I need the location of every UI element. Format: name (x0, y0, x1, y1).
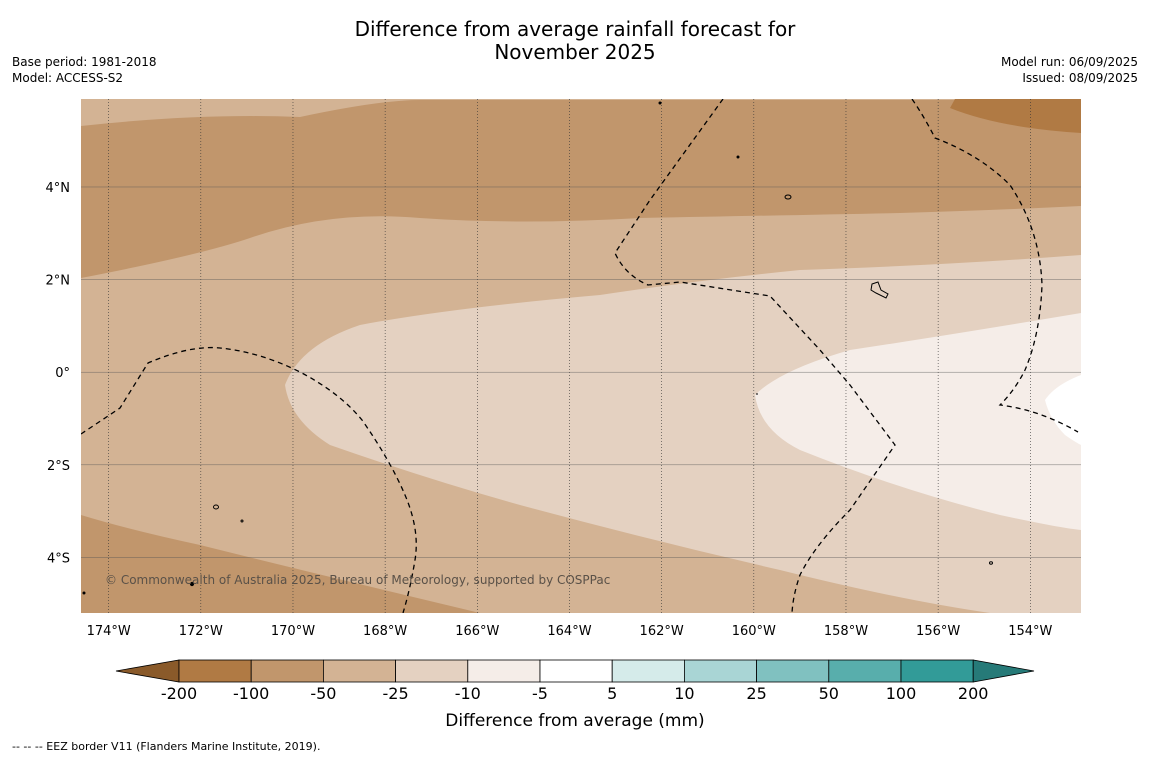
colorbar-bin (178, 659, 252, 683)
base-period-text: Base period: 1981-2018 (12, 55, 157, 69)
longitude-tick-label: 164°W (547, 624, 591, 639)
colorbar-tick-label: 100 (886, 684, 917, 703)
colorbar-bin (756, 659, 830, 683)
island (189, 581, 195, 587)
colorbar-bin (684, 659, 758, 683)
islands (82, 101, 993, 595)
anomaly-band-neutral (1045, 375, 1081, 445)
island (213, 504, 219, 510)
colorbar-tick-label: -100 (233, 684, 269, 703)
colorbar-tick-label: -10 (455, 684, 481, 703)
colorbar-tick-label: 25 (746, 684, 766, 703)
colorbar-bin (395, 659, 469, 683)
colorbar-tick-label: -25 (383, 684, 409, 703)
colorbar-tick-label: -50 (310, 684, 336, 703)
longitude-tick-label: 170°W (271, 624, 315, 639)
copyright-notice: © Commonwealth of Australia 2025, Bureau… (105, 573, 610, 587)
anomaly-band-minus-200 (950, 99, 1081, 133)
island (82, 591, 86, 595)
anomaly-band-minus-25 (285, 255, 1081, 613)
eez-border-footnote: -- -- -- EEZ border V11 (Flanders Marine… (12, 740, 321, 753)
colorbar-tick-label: -5 (532, 684, 548, 703)
longitude-tick-label: 162°W (640, 624, 684, 639)
model-text: Model: ACCESS-S2 (12, 71, 124, 85)
colorbar-bin (322, 659, 396, 683)
anomaly-band-minus-10 (755, 313, 1081, 530)
figure-title-line-1: Difference from average rainfall forecas… (354, 17, 796, 41)
longitude-tick-labels: 174°W 172°W 170°W 168°W 166°W 164°W 162°W 160°W… (87, 624, 1053, 639)
eez-borders (81, 99, 1079, 613)
issued-text: Issued: 08/09/2025 (1022, 71, 1138, 85)
map-panel: © Commonwealth of Australia 2025, Bureau… (81, 99, 1081, 613)
colorbar-bin (539, 659, 613, 683)
latitude-tick-label: 4°S (47, 551, 70, 566)
eez-border-west (81, 346, 417, 613)
colorbar (115, 659, 1035, 683)
colorbar-tick-label: 200 (958, 684, 989, 703)
colorbar-bin (467, 659, 541, 683)
colorbar-under-arrow (115, 659, 180, 683)
colorbar-tick-label: -200 (161, 684, 197, 703)
eez-border-east (911, 99, 1079, 433)
model-run-text: Model run: 06/09/2025 (1000, 55, 1138, 69)
latitude-tick-label: 4°N (46, 181, 71, 196)
island (736, 155, 740, 159)
longitude-tick-label: 166°W (455, 624, 499, 639)
longitude-tick-label: 158°W (824, 624, 868, 639)
latitude-tick-labels: 4°N 2°N 0° 2°S 4°S (46, 181, 71, 566)
colorbar-bin (900, 659, 974, 683)
island-large (870, 281, 889, 299)
map-gridlines (81, 99, 1081, 613)
island (658, 101, 662, 105)
longitude-tick-label: 154°W (1008, 624, 1052, 639)
figure-title: Difference from average rainfall forecas… (0, 18, 1150, 64)
eez-border-central (614, 99, 896, 613)
colorbar-tick-label: 5 (607, 684, 617, 703)
colorbar-title: Difference from average (mm) (445, 711, 704, 731)
latitude-tick-label: 2°N (46, 274, 71, 289)
colorbar-bin (828, 659, 902, 683)
colorbar-over-arrow (972, 659, 1035, 683)
longitude-tick-label: 174°W (87, 624, 131, 639)
longitude-tick-label: 156°W (916, 624, 960, 639)
island (784, 194, 792, 200)
colorbar-tick-label: 50 (819, 684, 839, 703)
colorbar-bin (611, 659, 685, 683)
figure-title-line-2: November 2025 (494, 40, 656, 64)
longitude-tick-label: 168°W (363, 624, 407, 639)
island (989, 561, 993, 565)
metadata-right: Model run: 06/09/2025 Issued: 08/09/2025 (1001, 54, 1138, 86)
colorbar-tick-labels: -200 -100 -50 -25 -10 -5 5 10 25 50 100 200 (161, 684, 989, 703)
anomaly-band-minus-50-north (81, 99, 1081, 126)
longitude-tick-label: 160°W (732, 624, 776, 639)
metadata-left: Base period: 1981-2018 Model: ACCESS-S2 (12, 54, 157, 86)
latitude-tick-label: 0° (55, 366, 70, 381)
longitude-tick-label: 172°W (179, 624, 223, 639)
colorbar-bin (250, 659, 324, 683)
island (240, 519, 244, 523)
colorbar-tick-label: 10 (674, 684, 694, 703)
latitude-tick-label: 2°S (47, 459, 70, 474)
